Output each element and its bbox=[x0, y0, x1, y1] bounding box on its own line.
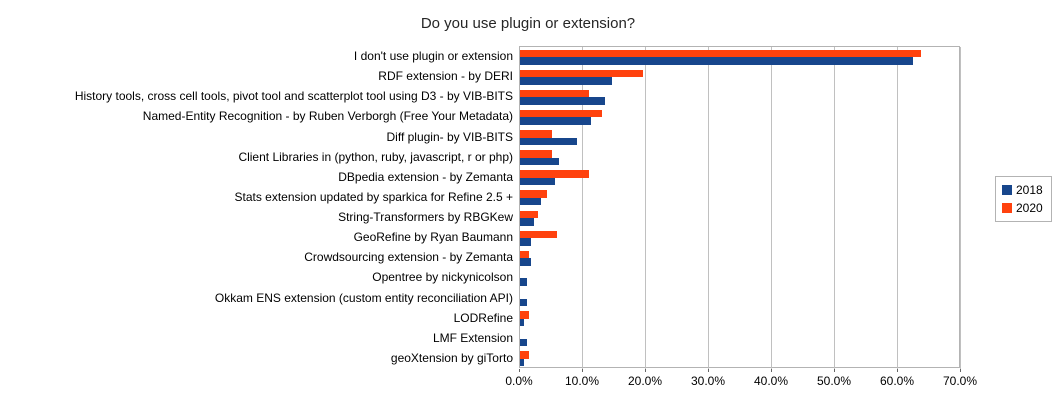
bar-2018 bbox=[520, 157, 560, 166]
category-label: Opentree by nickynicolson bbox=[372, 270, 513, 285]
bar-2020 bbox=[520, 130, 553, 138]
bar-2018 bbox=[520, 97, 606, 105]
bar-2018 bbox=[520, 77, 612, 85]
category-label: Client Libraries in (python, ruby, javas… bbox=[238, 149, 513, 164]
category-label: Okkam ENS extension (custom entity recon… bbox=[214, 290, 513, 305]
x-tick-label: 30.0% bbox=[690, 374, 726, 388]
bar-2020 bbox=[520, 351, 529, 359]
category-label: Diff plugin- by VIB-BITS bbox=[386, 129, 514, 144]
bar-2018 bbox=[520, 258, 531, 266]
bar-2020 bbox=[520, 190, 548, 198]
category-label: LODRefine bbox=[453, 310, 513, 325]
x-tick-label: 40.0% bbox=[753, 374, 789, 388]
legend-entry-2020: 2020 bbox=[1002, 201, 1043, 215]
x-tick-mark bbox=[771, 369, 772, 372]
x-tick-mark bbox=[645, 369, 646, 372]
x-tick-mark bbox=[708, 369, 709, 372]
category-label: Stats extension updated by sparkica for … bbox=[234, 189, 513, 204]
x-tick-mark bbox=[582, 369, 583, 372]
gridline bbox=[897, 47, 898, 369]
x-tick-mark bbox=[519, 369, 520, 372]
category-label: geoXtension by giTorto bbox=[390, 350, 513, 365]
x-tick-label: 70.0% bbox=[942, 374, 978, 388]
bar-2018 bbox=[520, 57, 914, 65]
bar-2018 bbox=[520, 137, 577, 146]
legend-swatch-2018 bbox=[1002, 185, 1012, 195]
x-tick-mark bbox=[960, 369, 961, 372]
category-label: History tools, cross cell tools, pivot t… bbox=[74, 89, 513, 104]
x-tick-label: 10.0% bbox=[564, 374, 600, 388]
gridline bbox=[708, 47, 709, 369]
bar-2020 bbox=[520, 311, 529, 319]
category-label: GeoRefine by Ryan Baumann bbox=[353, 230, 513, 245]
bar-2018 bbox=[520, 318, 524, 327]
category-label: DBpedia extension - by Zemanta bbox=[338, 169, 513, 184]
bar-2018 bbox=[520, 197, 542, 206]
bar-2020 bbox=[520, 250, 529, 259]
bar-2018 bbox=[520, 218, 534, 226]
gridline bbox=[834, 47, 835, 369]
category-label: String-Transformers by RBGKew bbox=[338, 210, 513, 224]
bar-2020 bbox=[520, 49, 921, 58]
legend-label-2018: 2018 bbox=[1016, 183, 1043, 197]
legend-entry-2018: 2018 bbox=[1002, 183, 1043, 197]
plot-area bbox=[519, 46, 961, 369]
category-label: Crowdsourcing extension - by Zemanta bbox=[304, 250, 513, 265]
x-tick-mark bbox=[897, 369, 898, 372]
x-tick-label: 60.0% bbox=[879, 374, 915, 388]
gridline bbox=[645, 47, 646, 369]
bar-2018 bbox=[520, 298, 527, 307]
bar-2018 bbox=[520, 177, 556, 186]
gridline bbox=[771, 47, 772, 369]
category-label: LMF Extension bbox=[432, 330, 513, 345]
x-tick-label: 50.0% bbox=[816, 374, 852, 388]
legend: 2018 2020 bbox=[995, 176, 1052, 222]
legend-swatch-2020 bbox=[1002, 203, 1012, 213]
bar-2018 bbox=[520, 117, 591, 125]
bar-2018 bbox=[520, 358, 524, 367]
x-tick-label: 20.0% bbox=[627, 374, 663, 388]
bar-2020 bbox=[520, 150, 553, 158]
category-label: I don't use plugin or extension bbox=[353, 49, 513, 63]
bar-2020 bbox=[520, 69, 644, 78]
gridline bbox=[582, 47, 583, 369]
bar-2018 bbox=[520, 238, 531, 246]
category-label: Named-Entity Recognition - by Ruben Verb… bbox=[142, 109, 513, 124]
bar-2020 bbox=[520, 89, 589, 98]
legend-label-2020: 2020 bbox=[1016, 201, 1043, 215]
x-tick-mark bbox=[834, 369, 835, 372]
x-tick-label: 0.0% bbox=[505, 374, 533, 388]
bar-2020 bbox=[520, 210, 539, 219]
bar-2020 bbox=[520, 170, 589, 178]
category-label: RDF extension - by DERI bbox=[378, 69, 513, 84]
bar-2020 bbox=[520, 230, 557, 239]
bar-2020 bbox=[520, 109, 602, 118]
chart-title: Do you use plugin or extension? bbox=[420, 15, 636, 32]
bar-2018 bbox=[520, 338, 527, 347]
gridline bbox=[960, 47, 961, 369]
bar-2018 bbox=[520, 278, 527, 286]
